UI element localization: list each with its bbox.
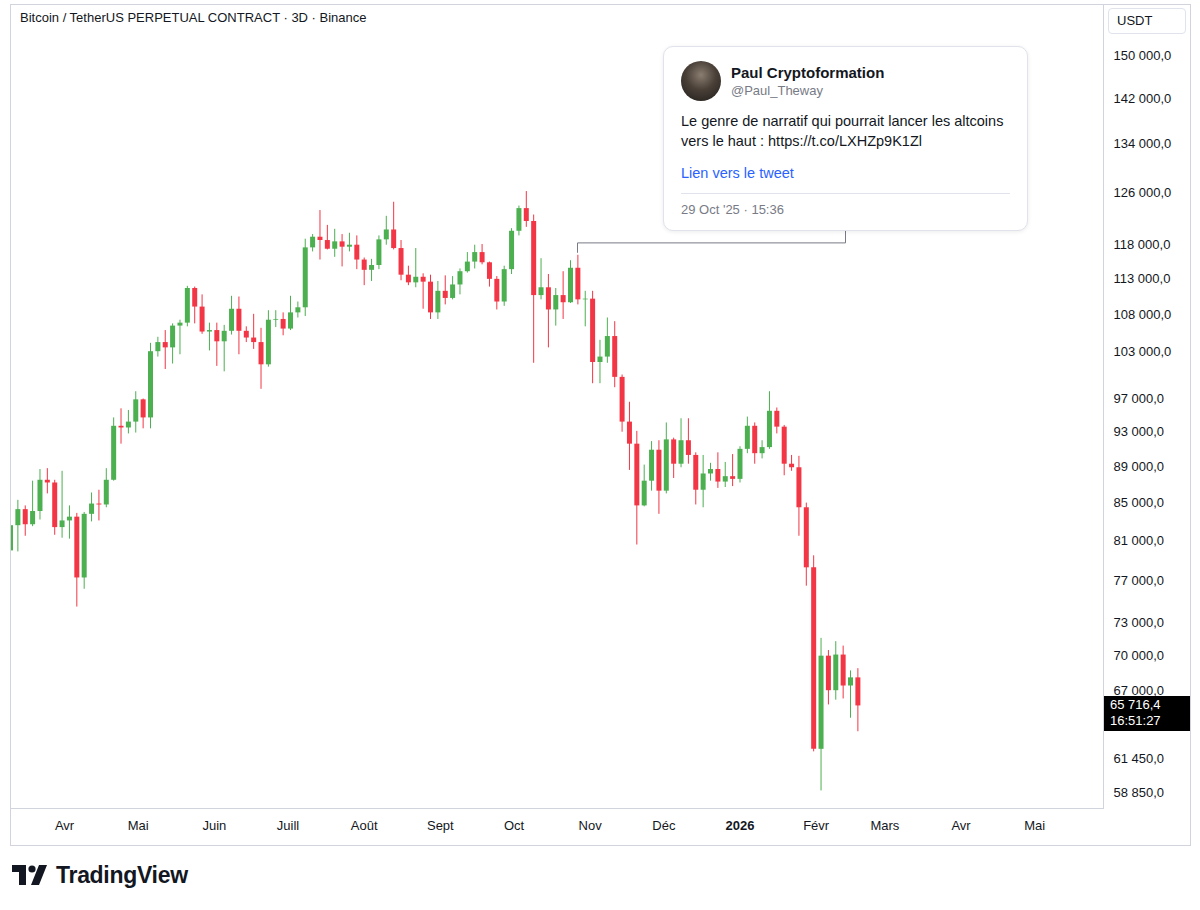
svg-text:150 000,0: 150 000,0 [1114, 48, 1172, 63]
html-text:Bitcoin / TetherUS PERPETUAL C: Bitcoin / TetherUS PERPETUAL CONTRACT · … [20, 10, 367, 25]
svg-text:67 000,0: 67 000,0 [1113, 682, 1165, 698]
html-text:@Paul_Theway: @Paul_Theway [731, 82, 823, 98]
svg-text:126 000,0: 126 000,0 [1114, 185, 1172, 200]
html-text:USDT: USDT [1117, 13, 1153, 28]
svg-text:Juin: Juin [202, 818, 226, 833]
svg-text:77 000,0: 77 000,0 [1114, 573, 1165, 588]
svg-text:Févr: Févr [803, 818, 830, 833]
svg-text:Nov: Nov [579, 818, 603, 833]
html-text:Paul Cryptoformation: Paul Cryptoformation [731, 63, 885, 81]
html-text:Lien vers le tweet: Lien vers le tweet [681, 165, 794, 181]
html-text:65 716,4: 65 716,4 [1110, 697, 1161, 713]
svg-text:Mai: Mai [128, 818, 149, 833]
html-text:TradingView: TradingView [56, 862, 188, 888]
svg-text:142 000,0: 142 000,0 [1114, 91, 1172, 106]
svg-text:81 000,0: 81 000,0 [1114, 533, 1165, 548]
html-text:29 Oct '25 · 15:36: 29 Oct '25 · 15:36 [681, 202, 784, 217]
svg-text:Avr: Avr [55, 818, 75, 833]
html-text:16:51:27: 16:51:27 [1110, 713, 1161, 729]
svg-text:97 000,0: 97 000,0 [1114, 391, 1165, 406]
svg-text:70 000,0: 70 000,0 [1114, 648, 1165, 663]
svg-text:93 000,0: 93 000,0 [1114, 424, 1165, 439]
html-text:Le genre de narratif qui pourr: Le genre de narratif qui pourrait lancer… [681, 113, 1004, 149]
svg-text:134 000,0: 134 000,0 [1114, 136, 1172, 151]
svg-text:113 000,0: 113 000,0 [1114, 271, 1171, 286]
svg-text:108 000,0: 108 000,0 [1114, 306, 1172, 321]
svg-text:Oct: Oct [504, 818, 525, 833]
svg-text:Avr: Avr [951, 818, 971, 833]
svg-text:85 000,0: 85 000,0 [1114, 495, 1165, 510]
svg-text:Sept: Sept [427, 818, 454, 833]
svg-text:73 000,0: 73 000,0 [1114, 615, 1165, 630]
svg-text:89 000,0: 89 000,0 [1114, 459, 1165, 474]
svg-text:61 450,0: 61 450,0 [1114, 751, 1165, 766]
svg-text:Déc: Déc [652, 818, 676, 833]
svg-text:58 850,0: 58 850,0 [1114, 785, 1165, 800]
svg-text:Août: Août [351, 818, 378, 833]
svg-text:Mars: Mars [870, 818, 899, 833]
svg-text:Juill: Juill [277, 818, 300, 833]
svg-text:2026: 2026 [726, 818, 755, 833]
svg-text:103 000,0: 103 000,0 [1114, 344, 1172, 359]
svg-text:Mai: Mai [1024, 818, 1045, 833]
svg-text:118 000,0: 118 000,0 [1114, 237, 1171, 252]
